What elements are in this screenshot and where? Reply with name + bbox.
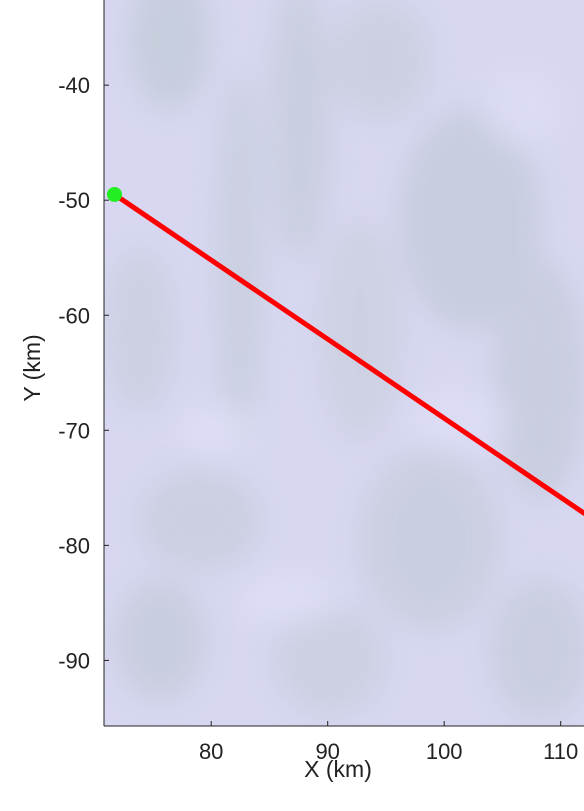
y-tick-label: -80: [58, 533, 90, 558]
start-marker: [106, 186, 122, 202]
y-axis-label: Y (km): [19, 334, 45, 401]
y-tick-label: -70: [58, 418, 90, 443]
x-tick-label: 100: [426, 739, 463, 764]
x-tick-label: 90: [315, 739, 339, 764]
x-axis-label: X (km): [304, 756, 372, 782]
marker-layer: [106, 186, 122, 202]
y-tick-label: -50: [58, 188, 90, 213]
ticks-layer: 80 90 100 110 -40 -50 -60 -70 -80 -90: [58, 73, 578, 764]
y-tick-label: -60: [58, 303, 90, 328]
x-tick-label: 110: [543, 739, 578, 764]
background-imagery: [104, 0, 584, 726]
series-layer: [111, 191, 584, 516]
x-tick-label: 80: [199, 739, 223, 764]
y-tick-label: -90: [58, 648, 90, 673]
y-tick-label: -40: [58, 73, 90, 98]
series-line: [111, 191, 584, 516]
